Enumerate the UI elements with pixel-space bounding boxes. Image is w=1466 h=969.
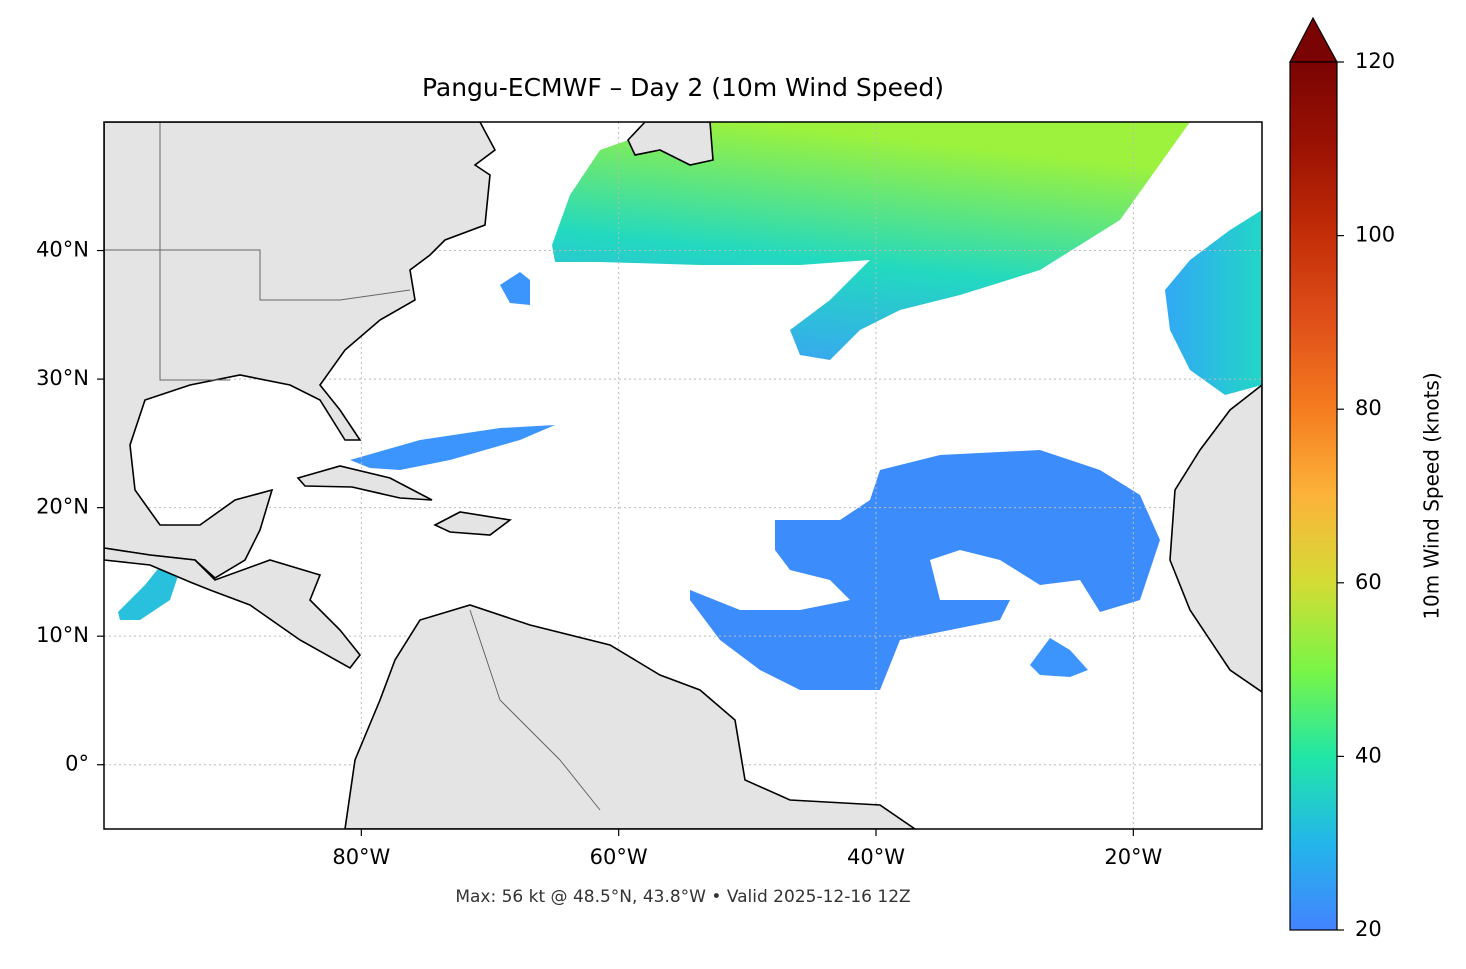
- wind-field: [118, 560, 180, 620]
- colorbar-tick-label: 120: [1355, 49, 1395, 73]
- colorbar-tick-label: 60: [1355, 570, 1382, 594]
- state-borders: [159, 122, 230, 381]
- y-tick-label: 30°N: [36, 366, 89, 390]
- axes: 80°W 60°W 40°W 20°W 40°N 30°N 20°N 10°N 0° 20 40 60…: [36, 49, 1395, 941]
- plot-frame: [103, 121, 1263, 830]
- map-title: Pangu-ECMWF – Day 2 (10m Wind Speed): [422, 73, 944, 102]
- y-tick-label: 40°N: [36, 238, 89, 262]
- wind-field: [1165, 210, 1262, 395]
- north-america: [104, 122, 497, 579]
- y-tick-label: 20°N: [36, 495, 89, 519]
- x-tick-label: 20°W: [1104, 845, 1162, 869]
- wind-field: [350, 425, 555, 470]
- y-tick-label: 10°N: [36, 623, 89, 647]
- colorbar-tick-label: 80: [1355, 396, 1382, 420]
- colorbar-tick-label: 100: [1355, 223, 1395, 247]
- wind-field: [500, 272, 530, 305]
- state-borders: [469, 609, 601, 811]
- x-tick-label: 40°W: [847, 845, 905, 869]
- atlantic-canada: [627, 122, 714, 166]
- hispaniola: [433, 511, 512, 536]
- colorbar-label: 10m Wind Speed (knots): [1420, 372, 1444, 619]
- x-tick-label: 60°W: [590, 845, 648, 869]
- wind-field: [690, 450, 1160, 690]
- wind-field: [1030, 638, 1088, 677]
- x-tick-label: 80°W: [332, 845, 390, 869]
- y-tick-label: 0°: [65, 752, 89, 776]
- africa: [1169, 383, 1262, 693]
- central-america: [104, 547, 362, 670]
- cuba: [296, 465, 433, 501]
- footnote: Max: 56 kt @ 48.5°N, 43.8°W • Valid 2025…: [455, 887, 910, 907]
- colorbar-extend: [1289, 16, 1339, 63]
- colorbar: [1289, 61, 1338, 931]
- wind-field: [552, 122, 1190, 360]
- colorbar-tick-label: 40: [1355, 743, 1382, 767]
- colorbar-tick-label: 20: [1355, 917, 1382, 941]
- state-borders: [104, 249, 411, 301]
- plot-area: [104, 122, 1262, 829]
- gridlines: [104, 122, 1262, 829]
